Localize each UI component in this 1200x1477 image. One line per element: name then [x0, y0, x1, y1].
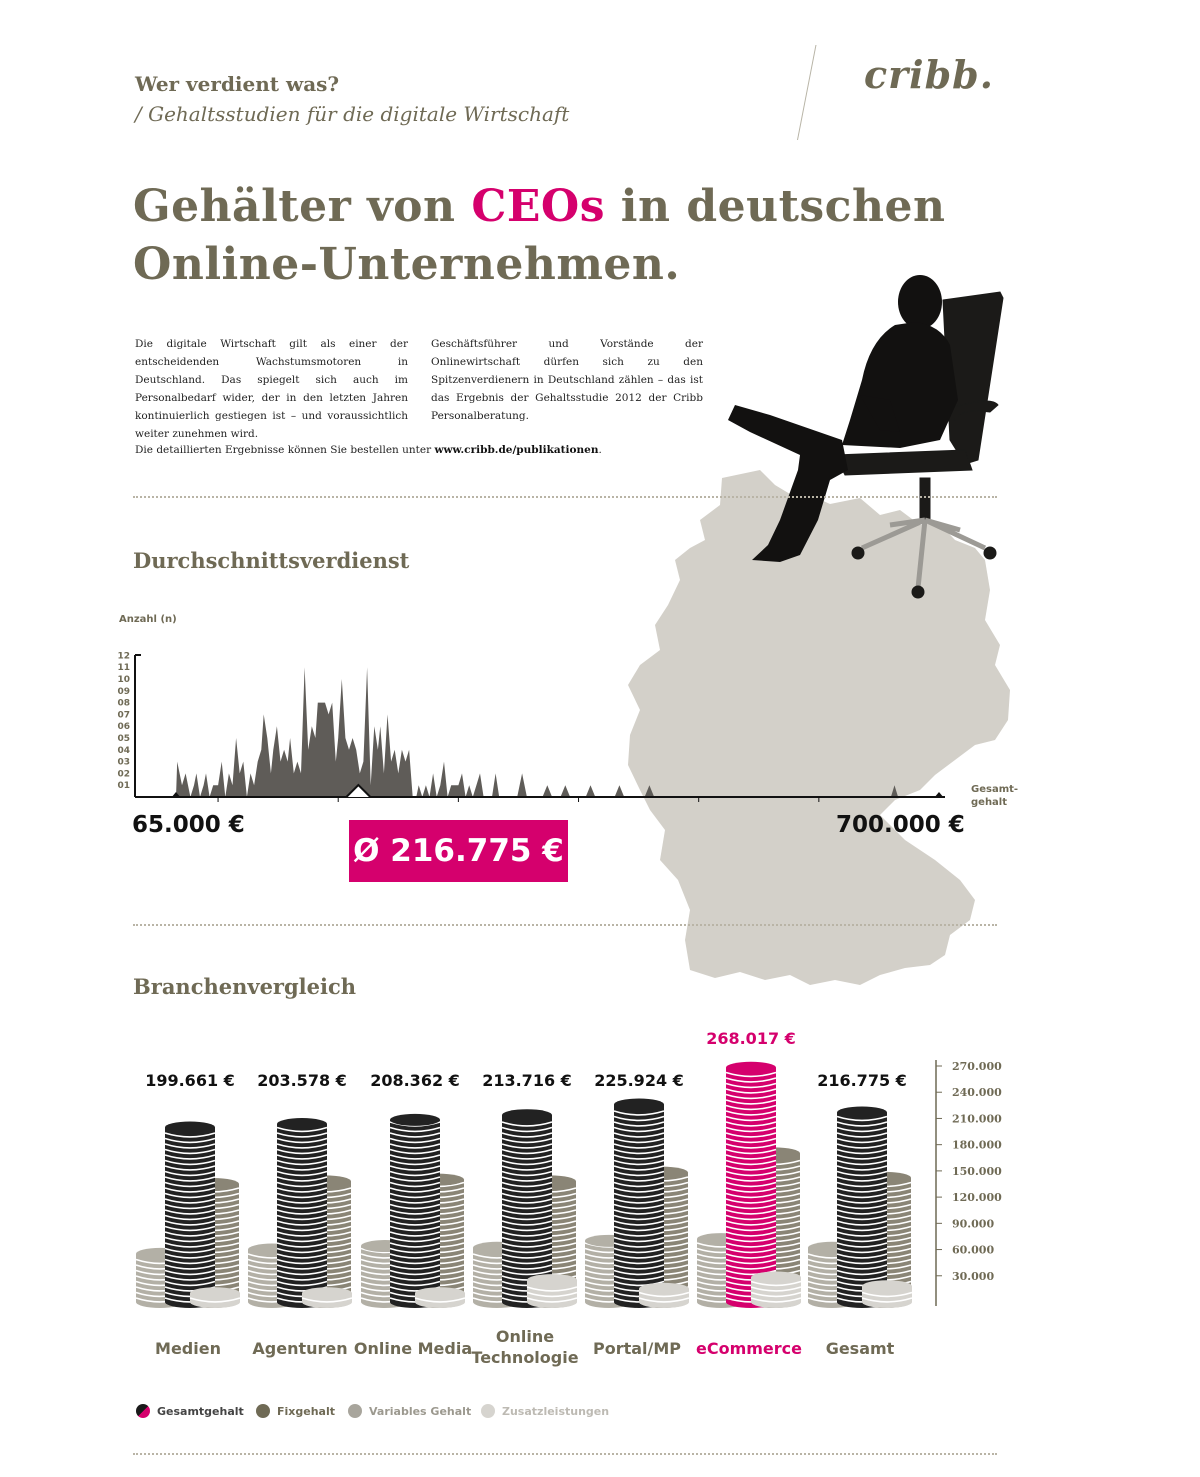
- distribution-area: [176, 667, 939, 797]
- area-chart-max-label: 700.000 €: [836, 812, 965, 838]
- y-tick-label: 60.000: [952, 1244, 994, 1257]
- min-marker: [171, 792, 181, 798]
- category-label: Portal/MP: [593, 1339, 681, 1358]
- category-label: Gesamt: [826, 1339, 895, 1358]
- page-headline: Gehälter von CEOs in deutschen Online-Un…: [133, 178, 945, 294]
- y-tick-label: 180.000: [952, 1139, 1002, 1152]
- y-tick-label: 07: [117, 710, 130, 720]
- y-tick-label: 240.000: [952, 1086, 1002, 1099]
- bar-value-label: 213.716 €: [482, 1071, 572, 1090]
- bar-value-label: 268.017 €: [706, 1029, 796, 1048]
- extras-stack: [750, 1271, 802, 1308]
- total-salary-stack: [725, 1061, 777, 1308]
- headline-highlight: CEOs: [471, 181, 605, 232]
- extras-stack: [301, 1287, 353, 1308]
- category-label: Medien: [155, 1339, 221, 1358]
- y-tick-label: 270.000: [952, 1060, 1002, 1073]
- y-tick-label: 120.000: [952, 1191, 1002, 1204]
- y-tick-label: 11: [117, 663, 130, 673]
- total-salary-stack: [836, 1106, 888, 1308]
- order-note-suffix: .: [598, 444, 602, 456]
- category-label: Online: [496, 1327, 554, 1346]
- legend-label: Variables Gehalt: [369, 1405, 472, 1418]
- category-label: Agenturen: [252, 1339, 347, 1358]
- order-note: Die detaillierten Ergebnisse können Sie …: [135, 444, 602, 456]
- area-chart-min-label: 65.000 €: [132, 812, 245, 838]
- intro-paragraph-left: Die digitale Wirtschaft gilt als einer d…: [135, 338, 408, 440]
- legend-swatch-icon: [481, 1404, 495, 1418]
- legend-swatch-icon: [348, 1404, 362, 1418]
- office-chair-illustration: [834, 291, 1004, 599]
- bar-value-label: 216.775 €: [817, 1071, 907, 1090]
- legend-label: Fixgehalt: [277, 1405, 335, 1418]
- extras-stack: [414, 1287, 466, 1308]
- headline-line-2: Online-Unternehmen.: [133, 239, 681, 290]
- headline-part-2: in deutschen: [604, 181, 946, 232]
- headline-part-1: Gehälter von: [133, 181, 472, 232]
- y-tick-label: 06: [117, 722, 130, 732]
- extras-stack: [861, 1280, 913, 1308]
- total-salary-stack: [613, 1098, 665, 1308]
- y-tick-label: 02: [117, 769, 130, 779]
- legend-item-variables-gehalt: Variables Gehalt: [348, 1404, 471, 1418]
- category-label: Online Media: [354, 1339, 472, 1358]
- category-label: Technologie: [471, 1348, 578, 1367]
- legend-label: Gesamtgehalt: [157, 1405, 244, 1418]
- y-tick-label: 01: [117, 781, 130, 791]
- bar-value-label: 203.578 €: [257, 1071, 347, 1090]
- y-tick-label: 09: [117, 687, 130, 697]
- y-tick-label: 210.000: [952, 1112, 1002, 1125]
- ceo-silhouette: [728, 275, 958, 562]
- total-salary-stack: [389, 1113, 441, 1308]
- cribb-logo[interactable]: cribb.: [864, 52, 994, 97]
- y-tick-label: 150.000: [952, 1165, 1002, 1178]
- extras-stack: [526, 1274, 578, 1308]
- bar-value-label: 225.924 €: [594, 1071, 684, 1090]
- bar-value-label: 208.362 €: [370, 1071, 460, 1090]
- germany-map-shape: [628, 470, 1010, 985]
- total-salary-stack: [164, 1121, 216, 1308]
- legend-item-fixgehalt: Fixgehalt: [256, 1404, 335, 1418]
- y-tick-label: 04: [117, 746, 130, 756]
- legend-item-gesamtgehalt: Gesamtgehalt: [136, 1404, 244, 1418]
- section-divider-3: [133, 1453, 997, 1455]
- legend-label: Zusatzleistungen: [502, 1405, 610, 1418]
- section-title-average: Durchschnittsverdienst: [133, 548, 410, 573]
- section-divider-2: [133, 924, 997, 926]
- header-title: Wer verdient was?: [135, 72, 340, 96]
- y-tick-label: 03: [117, 758, 130, 768]
- legend-swatch-icon: [256, 1404, 270, 1418]
- y-tick-label: 10: [117, 675, 130, 685]
- headline-line-1: Gehälter von CEOs in deutschen: [133, 178, 945, 236]
- legend-item-zusatzleistungen: Zusatzleistungen: [481, 1404, 609, 1418]
- section-divider-1: [133, 496, 997, 498]
- order-note-text: Die detaillierten Ergebnisse können Sie …: [135, 444, 435, 456]
- y-tick-label: 30.000: [952, 1270, 994, 1283]
- category-label: eCommerce: [696, 1339, 802, 1358]
- legend-swatch-icon: [136, 1404, 150, 1418]
- max-marker: [934, 792, 944, 798]
- y-tick-label: 08: [117, 699, 130, 709]
- area-chart-ylabel: Anzahl (n): [119, 614, 177, 625]
- header-subtitle: / Gehaltsstudien für die digitale Wirtsc…: [135, 102, 570, 126]
- area-chart-xlabel: Gesamt- gehalt: [971, 784, 1019, 808]
- y-tick-label: 12: [117, 651, 130, 661]
- average-marker: [345, 783, 372, 798]
- total-salary-stack: [276, 1118, 328, 1308]
- intro-paragraph-right: Geschäftsführer und Vorstände der Online…: [431, 338, 703, 422]
- bar-value-label: 199.661 €: [145, 1071, 235, 1090]
- y-tick-label: 90.000: [952, 1217, 994, 1230]
- extras-stack: [638, 1282, 690, 1308]
- y-tick-label: 05: [117, 734, 130, 744]
- section-title-industry: Branchenvergleich: [133, 974, 357, 999]
- average-salary-badge: Ø 216.775 €: [349, 820, 568, 882]
- publications-link[interactable]: www.cribb.de/publikationen: [434, 444, 599, 456]
- extras-stack: [189, 1287, 241, 1308]
